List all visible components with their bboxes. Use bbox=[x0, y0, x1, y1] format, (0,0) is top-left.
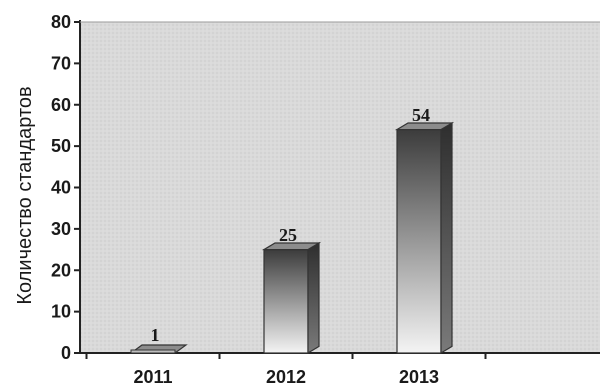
y-tick-label: 40 bbox=[51, 178, 71, 198]
bar-2012 bbox=[261, 241, 322, 355]
data-label-2013: 54 bbox=[412, 105, 430, 125]
bar-2013 bbox=[394, 121, 455, 355]
bar-top-face bbox=[394, 122, 455, 131]
plot-area bbox=[80, 22, 600, 353]
y-tick-label: 30 bbox=[51, 219, 71, 239]
y-axis-title: Количество стандартов bbox=[14, 86, 36, 304]
bar-2011 bbox=[129, 344, 188, 354]
data-label-2012: 25 bbox=[279, 225, 297, 245]
y-tick-label: 70 bbox=[51, 53, 71, 73]
bar-front-face bbox=[263, 248, 309, 354]
bar-front-face bbox=[396, 128, 442, 354]
bar-side-face bbox=[307, 241, 320, 355]
data-label-2011: 1 bbox=[151, 325, 160, 345]
x-tick-label-2012: 2012 bbox=[266, 367, 306, 387]
y-tick-label: 60 bbox=[51, 95, 71, 115]
x-tick-label-2011: 2011 bbox=[133, 367, 172, 387]
x-tick-label-2013: 2013 bbox=[399, 367, 439, 387]
y-tick-label: 20 bbox=[51, 260, 71, 280]
y-tick-label: 80 bbox=[51, 12, 71, 32]
bar-front-face bbox=[130, 349, 176, 354]
y-tick-label: 0 bbox=[61, 343, 71, 363]
bar-side-face bbox=[440, 121, 453, 355]
bar-top-face bbox=[261, 242, 322, 251]
y-tick-label: 10 bbox=[51, 302, 71, 322]
y-tick-label: 50 bbox=[51, 136, 71, 156]
